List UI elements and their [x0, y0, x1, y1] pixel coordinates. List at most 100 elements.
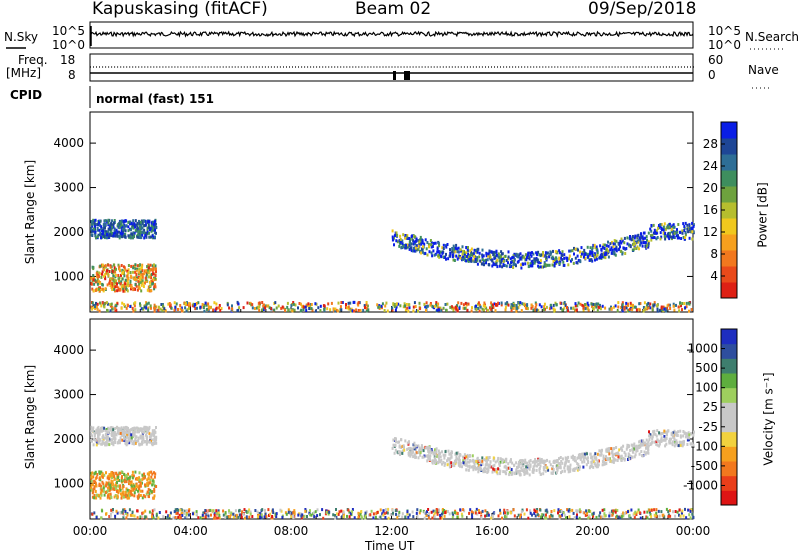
power-data-point: [579, 250, 581, 254]
velocity-data-point: [384, 516, 387, 519]
velocity-data-point: [418, 449, 421, 453]
velocity-data-point: [158, 511, 161, 514]
velocity-data-point: [154, 472, 157, 476]
power-data-point: [136, 288, 139, 292]
power-data-point: [203, 309, 206, 313]
velocity-data-point: [499, 457, 502, 461]
power-data-point: [111, 282, 114, 285]
power-colorbar-tick: 8: [710, 247, 718, 261]
power-data-point: [527, 251, 530, 255]
power-data-point: [144, 223, 147, 227]
velocity-data-point: [542, 459, 545, 463]
power-scatter-low-mid: [90, 218, 158, 240]
velocity-colorbar-tick: -100: [691, 439, 718, 453]
power-data-point: [629, 237, 632, 241]
power-data-point: [127, 284, 130, 288]
power-data-point: [108, 281, 111, 285]
power-data-point: [651, 235, 654, 239]
velocity-data-point: [667, 429, 670, 433]
velocity-data-point: [125, 430, 128, 434]
power-data-point: [284, 309, 287, 312]
power-data-point: [543, 261, 546, 265]
power-data-point: [416, 244, 418, 248]
power-data-point: [383, 309, 386, 312]
velocity-data-point: [431, 516, 434, 520]
power-data-point: [402, 305, 405, 309]
velocity-data-point: [110, 474, 113, 478]
velocity-data-point: [626, 446, 629, 449]
velocity-data-point: [568, 465, 571, 469]
velocity-data-point: [217, 511, 220, 515]
velocity-data-point: [128, 433, 131, 436]
power-data-point: [147, 308, 150, 312]
velocity-data-point: [138, 442, 141, 446]
power-data-point: [512, 262, 515, 266]
velocity-data-point: [681, 509, 684, 513]
power-data-point: [641, 235, 644, 239]
velocity-data-point: [634, 510, 637, 514]
power-data-point: [501, 258, 504, 261]
velocity-data-point: [299, 512, 302, 516]
velocity-data-point: [370, 509, 373, 513]
velocity-data-point: [655, 513, 658, 517]
power-data-point: [653, 301, 656, 305]
velocity-data-point: [488, 465, 491, 469]
power-data-point: [488, 249, 491, 253]
velocity-data-point: [505, 460, 508, 464]
power-data-point: [100, 236, 103, 240]
power-data-point: [562, 260, 565, 264]
power-data-point: [486, 258, 489, 262]
velocity-data-point: [126, 477, 129, 481]
power-data-point: [519, 256, 522, 260]
power-data-point: [628, 308, 631, 311]
power-data-point: [363, 304, 366, 308]
power-data-point: [170, 306, 173, 310]
power-data-point: [602, 255, 605, 259]
power-data-point: [686, 227, 689, 231]
velocity-data-point: [470, 510, 473, 514]
power-data-point: [515, 252, 518, 256]
velocity-data-point: [141, 434, 144, 438]
velocity-data-point: [426, 459, 429, 463]
velocity-data-point: [609, 513, 612, 517]
power-data-point: [115, 304, 118, 307]
power-data-point: [515, 304, 518, 307]
velocity-data-point: [204, 515, 207, 519]
power-data-point: [357, 301, 360, 305]
power-data-point: [91, 224, 94, 228]
power-data-point: [362, 308, 365, 312]
power-data-point: [486, 308, 489, 312]
velocity-data-point: [348, 515, 351, 519]
velocity-data-point: [413, 441, 416, 445]
power-data-point: [118, 226, 121, 230]
velocity-data-point: [104, 484, 107, 488]
power-data-point: [122, 227, 124, 231]
power-data-point: [595, 257, 598, 261]
power-data-point: [122, 289, 125, 293]
power-data-point: [433, 241, 435, 245]
power-data-point: [640, 241, 643, 245]
power-data-point: [138, 267, 141, 271]
power-data-point: [144, 279, 147, 283]
power-data-point: [103, 274, 105, 278]
velocity-data-point: [110, 426, 113, 429]
velocity-data-point: [134, 437, 137, 441]
velocity-data-point: [633, 442, 636, 446]
power-data-point: [555, 260, 558, 264]
power-data-point: [123, 285, 126, 289]
velocity-data-point: [481, 463, 484, 466]
velocity-data-point: [462, 461, 465, 465]
velocity-data-point: [386, 511, 389, 515]
velocity-data-point: [334, 514, 336, 517]
power-data-point: [494, 309, 497, 313]
power-data-point: [466, 247, 469, 251]
velocity-data-point: [196, 512, 198, 516]
velocity-data-point: [222, 509, 225, 513]
velocity-data-point: [267, 508, 270, 512]
velocity-data-point: [243, 508, 246, 512]
power-data-point: [415, 237, 418, 241]
power-data-point: [493, 302, 496, 306]
power-data-point: [454, 305, 457, 309]
power-data-point: [105, 232, 108, 236]
power-data-point: [90, 282, 93, 286]
